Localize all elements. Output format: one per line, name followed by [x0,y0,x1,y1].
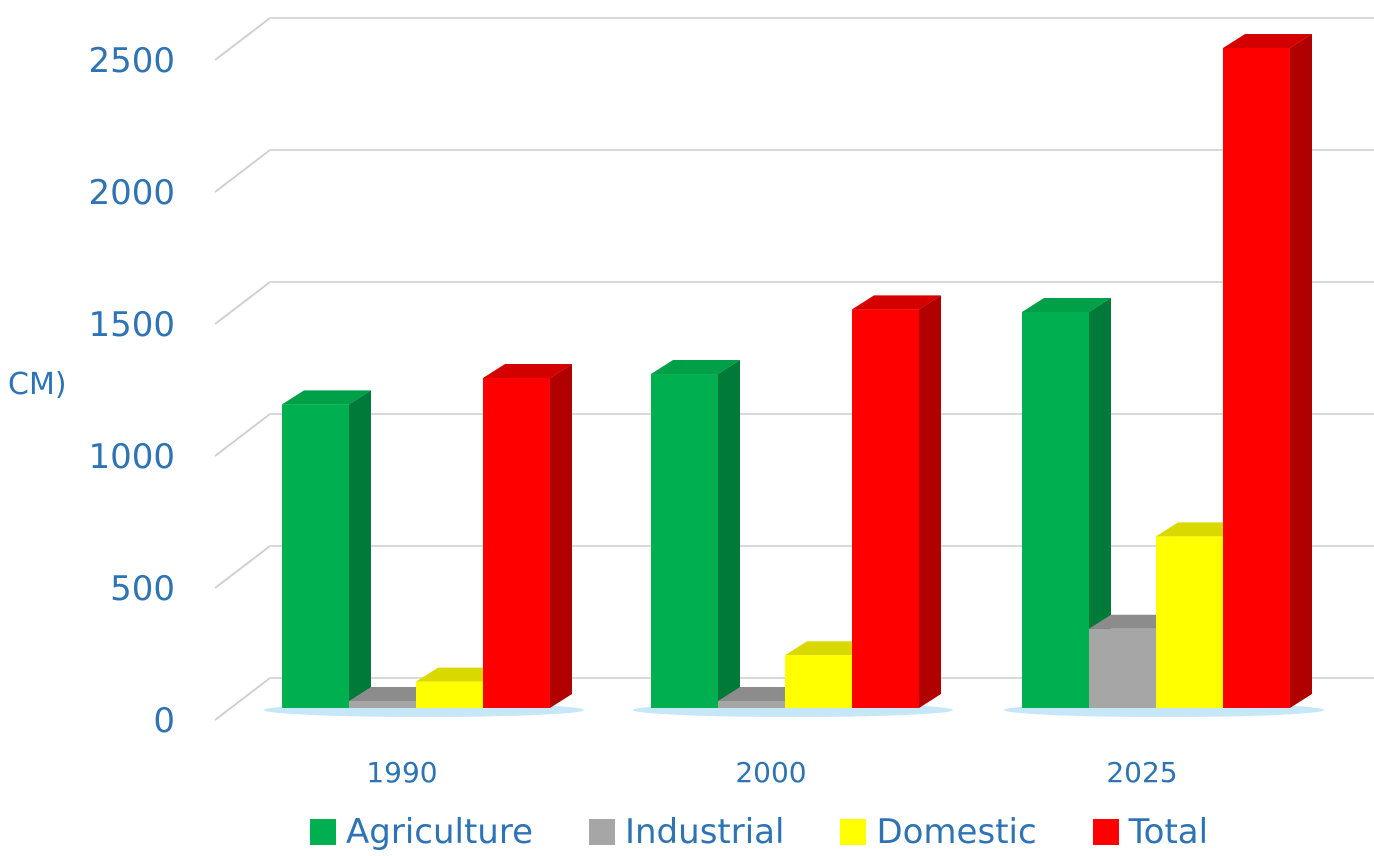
bar-front [718,701,785,708]
bar-front [483,378,550,708]
bar-top [282,390,371,405]
grid-diagonal [214,413,271,457]
bar-top [651,360,740,375]
bar-front [282,404,349,708]
bar-side [550,364,572,708]
bar-front [852,309,919,708]
bar-front [349,701,416,708]
bar-top [483,364,572,378]
legend-swatch [310,819,336,845]
legend-label: Agriculture [346,812,533,852]
grid-diagonal [214,677,271,721]
bar-front [651,374,718,708]
bar-total-2025 [1223,34,1312,708]
y-axis-ticks: 0 500 1000 1500 2000 2500 [88,41,175,741]
bar-top [852,295,941,310]
y-tick-label: 500 [110,569,175,609]
bar-top [785,641,874,656]
bar-front [416,681,483,708]
legend-item-total: Total [1092,812,1209,852]
bar-side [1089,298,1111,708]
legend-item-domestic: Domestic [840,812,1037,852]
y-tick-label: 1000 [88,437,175,477]
legend-label: Domestic [876,812,1037,852]
bar-side [718,360,740,708]
legend-label: Total [1128,812,1209,852]
grid-diagonal [214,17,271,61]
x-tick-label: 2025 [1106,756,1177,789]
legend-swatch [1092,819,1119,845]
bar-front [1022,312,1089,708]
bar-total-2000 [852,295,941,708]
bar-top [1089,614,1178,629]
bar-front [785,655,852,708]
bar-top [1022,298,1111,312]
bar-agriculture-2000 [651,360,740,708]
x-axis-ticks: 1990 2000 2025 [366,756,1177,789]
legend-swatch [588,819,615,845]
legend-swatch [840,819,867,845]
bar-top [718,687,807,701]
bar-front [1156,536,1223,708]
bar-agriculture-2025 [1022,298,1111,708]
bar-top [1156,522,1245,537]
bar-total-1990 [483,364,572,708]
grid-diagonal [214,149,271,193]
y-tick-label: 2500 [88,41,175,81]
grid-diagonal [214,545,271,589]
bar-top [349,687,438,701]
x-tick-label: 1990 [366,756,437,789]
y-tick-label: 2000 [88,173,175,213]
y-tick-label: 1500 [88,305,175,345]
y-axis-label: CM) [8,367,67,402]
bar-agriculture-1990 [282,390,371,708]
bar-top [1223,34,1312,48]
legend-item-agriculture: Agriculture [310,812,533,852]
bar-side [919,295,941,708]
legend-label: Industrial [624,812,785,852]
grid-diagonal [214,281,271,325]
x-tick-label: 2000 [735,756,806,789]
y-tick-label: 0 [153,701,175,741]
bar-front [1223,48,1290,708]
legend: Agriculture Industrial Domestic Total [310,812,1208,852]
bar-top [416,667,505,682]
legend-item-industrial: Industrial [588,812,785,852]
bars [282,34,1312,708]
bar-front [1089,628,1156,708]
bar-side [1290,34,1312,708]
bar-side [349,390,371,708]
